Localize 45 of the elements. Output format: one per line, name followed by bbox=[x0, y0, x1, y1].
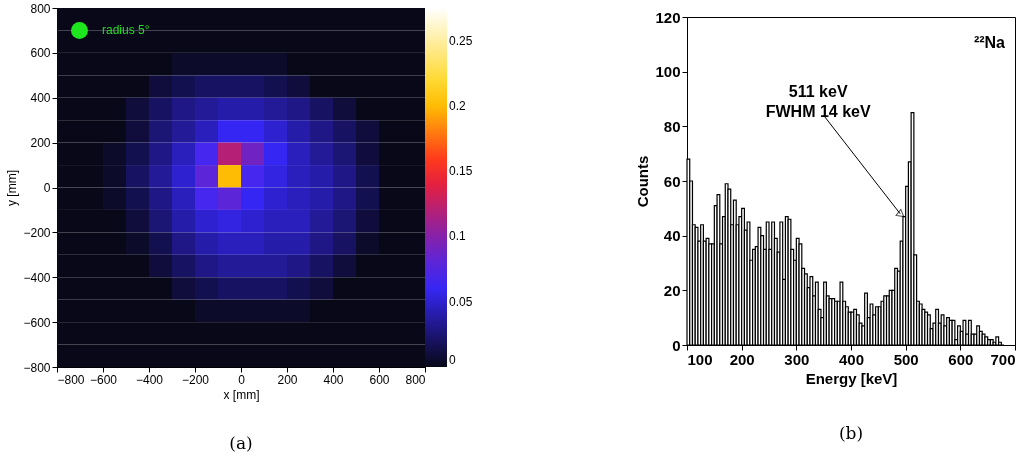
x-tick-label: 0 bbox=[238, 372, 246, 387]
y-tick-label: −400 bbox=[23, 270, 51, 285]
x-tick-label: 200 bbox=[277, 372, 298, 387]
color-bar-label: 0.2 bbox=[449, 98, 467, 113]
y-tick-label: 200 bbox=[30, 136, 51, 151]
x-tick-label: 200 bbox=[729, 350, 755, 368]
color-bar-label: 0.15 bbox=[449, 164, 473, 179]
y-tick-label: 80 bbox=[663, 117, 681, 135]
y-tick-label: 0 bbox=[43, 181, 51, 195]
y-axis-title: Counts bbox=[634, 155, 652, 208]
text: (b) bbox=[838, 423, 864, 443]
x-tick-label: 500 bbox=[893, 350, 919, 368]
y-tick-label: 100 bbox=[655, 63, 681, 81]
y-tick-label: 400 bbox=[30, 91, 51, 106]
color-bar-label: 0.1 bbox=[449, 229, 467, 244]
y-tick-label: −200 bbox=[23, 225, 51, 240]
y-tick-label: 120 bbox=[655, 8, 681, 26]
y-axis-title: y [mm] bbox=[5, 170, 20, 206]
y-tick-label: 60 bbox=[663, 172, 681, 190]
x-tick-label: 800 bbox=[405, 372, 426, 387]
y-tick-label: −600 bbox=[23, 315, 51, 330]
x-tick-label: 300 bbox=[784, 350, 810, 368]
x-tick-label: 100 bbox=[687, 350, 713, 368]
x-tick-label: −800 bbox=[57, 372, 85, 387]
annotation: ²²Na bbox=[973, 34, 1006, 51]
annotation: 511 keV FWHM 14 keV bbox=[765, 83, 871, 121]
y-tick-label: 0 bbox=[672, 336, 681, 354]
x-axis-title: Energy [keV] bbox=[805, 369, 898, 387]
y-tick-label: 40 bbox=[663, 227, 681, 245]
x-tick-label: −400 bbox=[135, 372, 164, 387]
x-tick-label: −600 bbox=[89, 372, 118, 387]
x-axis-title: x [mm] bbox=[223, 387, 260, 402]
annotation: radius 5° bbox=[102, 23, 150, 37]
y-tick-label: 800 bbox=[30, 1, 51, 16]
x-tick-label: −200 bbox=[181, 372, 210, 387]
x-tick-label: 400 bbox=[838, 350, 865, 368]
x-tick-label: 400 bbox=[323, 372, 344, 387]
x-tick-label: 600 bbox=[369, 372, 390, 387]
text: (a) bbox=[229, 433, 253, 453]
x-tick-label: 700 bbox=[990, 350, 1016, 368]
y-tick-label: 600 bbox=[30, 46, 51, 61]
color-bar-label: 0.05 bbox=[449, 294, 473, 309]
x-tick-label: 600 bbox=[948, 350, 974, 368]
y-tick-label: 20 bbox=[663, 281, 681, 299]
color-bar-label: 0.25 bbox=[449, 33, 473, 48]
